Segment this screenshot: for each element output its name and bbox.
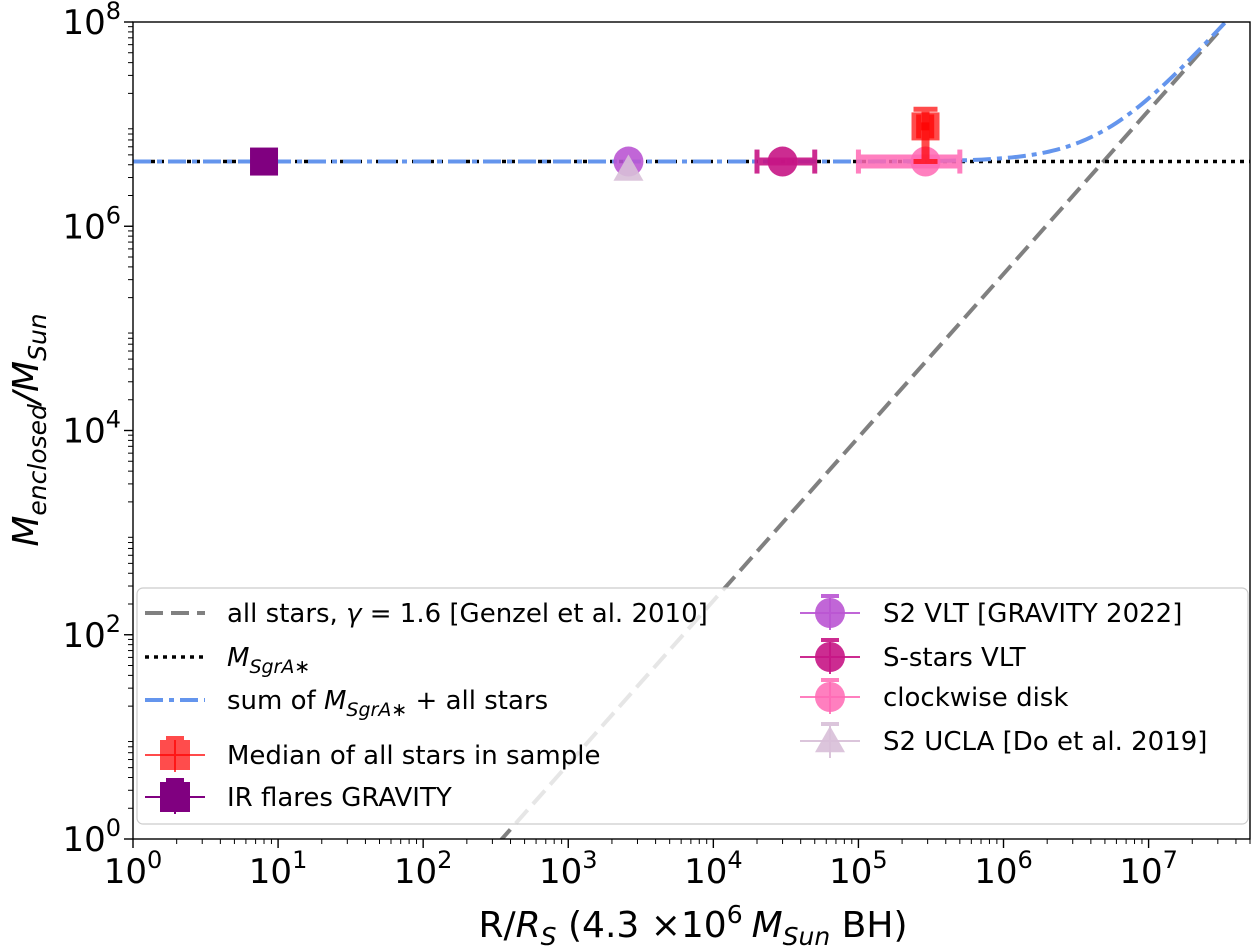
- legend-label: S2 UCLA [Do et al. 2019]: [883, 727, 1207, 757]
- legend-label: sum of MSgrA∗ + all stars: [227, 686, 548, 721]
- x-tick-label: 107: [1119, 846, 1178, 892]
- x-tick-label: 102: [394, 846, 453, 892]
- x-tick-label: 101: [249, 846, 308, 892]
- legend-entry-all_stars: all stars, γ = 1.6 [Genzel et al. 2010]: [145, 599, 708, 629]
- ir_flares-marker-square: [250, 147, 279, 176]
- x-tick-label: 105: [829, 846, 888, 892]
- legend-entry-sum: sum of MSgrA∗ + all stars: [145, 686, 548, 721]
- legend-entry-s2_ucla: S2 UCLA [Do et al. 2019]: [800, 722, 1207, 758]
- legend-handle-marker-triangle: [815, 726, 845, 753]
- legend-entry-median: Median of all stars in sample: [145, 736, 600, 772]
- point-median: [911, 106, 940, 165]
- sum-line: [133, 22, 1229, 164]
- y-tick-label: 106: [62, 201, 121, 247]
- y-tick-label: 100: [62, 814, 121, 860]
- y-tick-label: 108: [62, 0, 121, 43]
- legend-handle-marker-circle: [815, 682, 845, 712]
- legend-label: S-stars VLT: [883, 643, 1026, 673]
- legend-handle-marker: [160, 740, 190, 770]
- median-marker: [911, 112, 940, 141]
- legend-handle-marker: [160, 782, 190, 812]
- median-marker-square: [911, 112, 940, 141]
- legend-label: Median of all stars in sample: [227, 741, 600, 771]
- legend-box: [136, 587, 1249, 825]
- legend-label: IR flares GRAVITY: [227, 783, 452, 813]
- y-axis-label: Menclosed/MSun: [6, 313, 52, 546]
- plot-area: [133, 22, 1250, 839]
- legend-handle-marker-circle: [815, 642, 845, 672]
- x-tick-label: 106: [974, 846, 1033, 892]
- legend-handle-marker: [815, 642, 845, 672]
- s2_ucla-marker: [613, 154, 644, 181]
- legend-handle-marker: [815, 598, 845, 628]
- point-s2_ucla: [613, 154, 644, 181]
- legend-entry-m_sgra: MSgrA∗: [145, 643, 310, 678]
- legend-label: clockwise disk: [883, 683, 1068, 713]
- legend-handle-marker: [815, 726, 845, 753]
- legend-entry-s2_vlt: S2 VLT [GRAVITY 2022]: [800, 594, 1182, 630]
- legend-handle-marker-circle: [815, 598, 845, 628]
- point-s_stars: [754, 146, 818, 177]
- cw_disk-xerr: [855, 149, 963, 174]
- ir_flares-marker: [250, 147, 279, 176]
- legend-entry-cw_disk: clockwise disk: [800, 678, 1068, 714]
- legend-handle-marker-square: [160, 782, 190, 812]
- legend-label: MSgrA∗: [227, 643, 310, 678]
- y-tick-label: 104: [62, 406, 121, 452]
- s_stars-marker: [767, 146, 798, 177]
- point-ir_flares: [250, 147, 279, 176]
- legend: all stars, γ = 1.6 [Genzel et al. 2010] M…: [136, 587, 1249, 825]
- x-tick-label: 103: [539, 846, 598, 892]
- legend-entry-ir_flares: IR flares GRAVITY: [145, 778, 452, 814]
- x-axis-label: R/RS (4.3 ×106 MSun BH): [479, 900, 908, 951]
- s2_ucla-marker-triangle: [613, 154, 644, 181]
- x-tick-label: 100: [104, 846, 163, 892]
- legend-handle-marker-square: [160, 740, 190, 770]
- legend-label: S2 VLT [GRAVITY 2022]: [883, 599, 1182, 629]
- legend-handle-marker: [815, 682, 845, 712]
- legend-label: all stars, γ = 1.6 [Genzel et al. 2010]: [227, 599, 708, 629]
- legend-entry-s_stars: S-stars VLT: [800, 638, 1026, 674]
- axis-ticks: 100 101 102 103 104 105 106 107 100 102 104 106 108: [62, 0, 1251, 892]
- x-tick-label: 104: [684, 846, 743, 892]
- s_stars-marker-circle: [767, 146, 798, 177]
- y-tick-label: 102: [62, 610, 121, 656]
